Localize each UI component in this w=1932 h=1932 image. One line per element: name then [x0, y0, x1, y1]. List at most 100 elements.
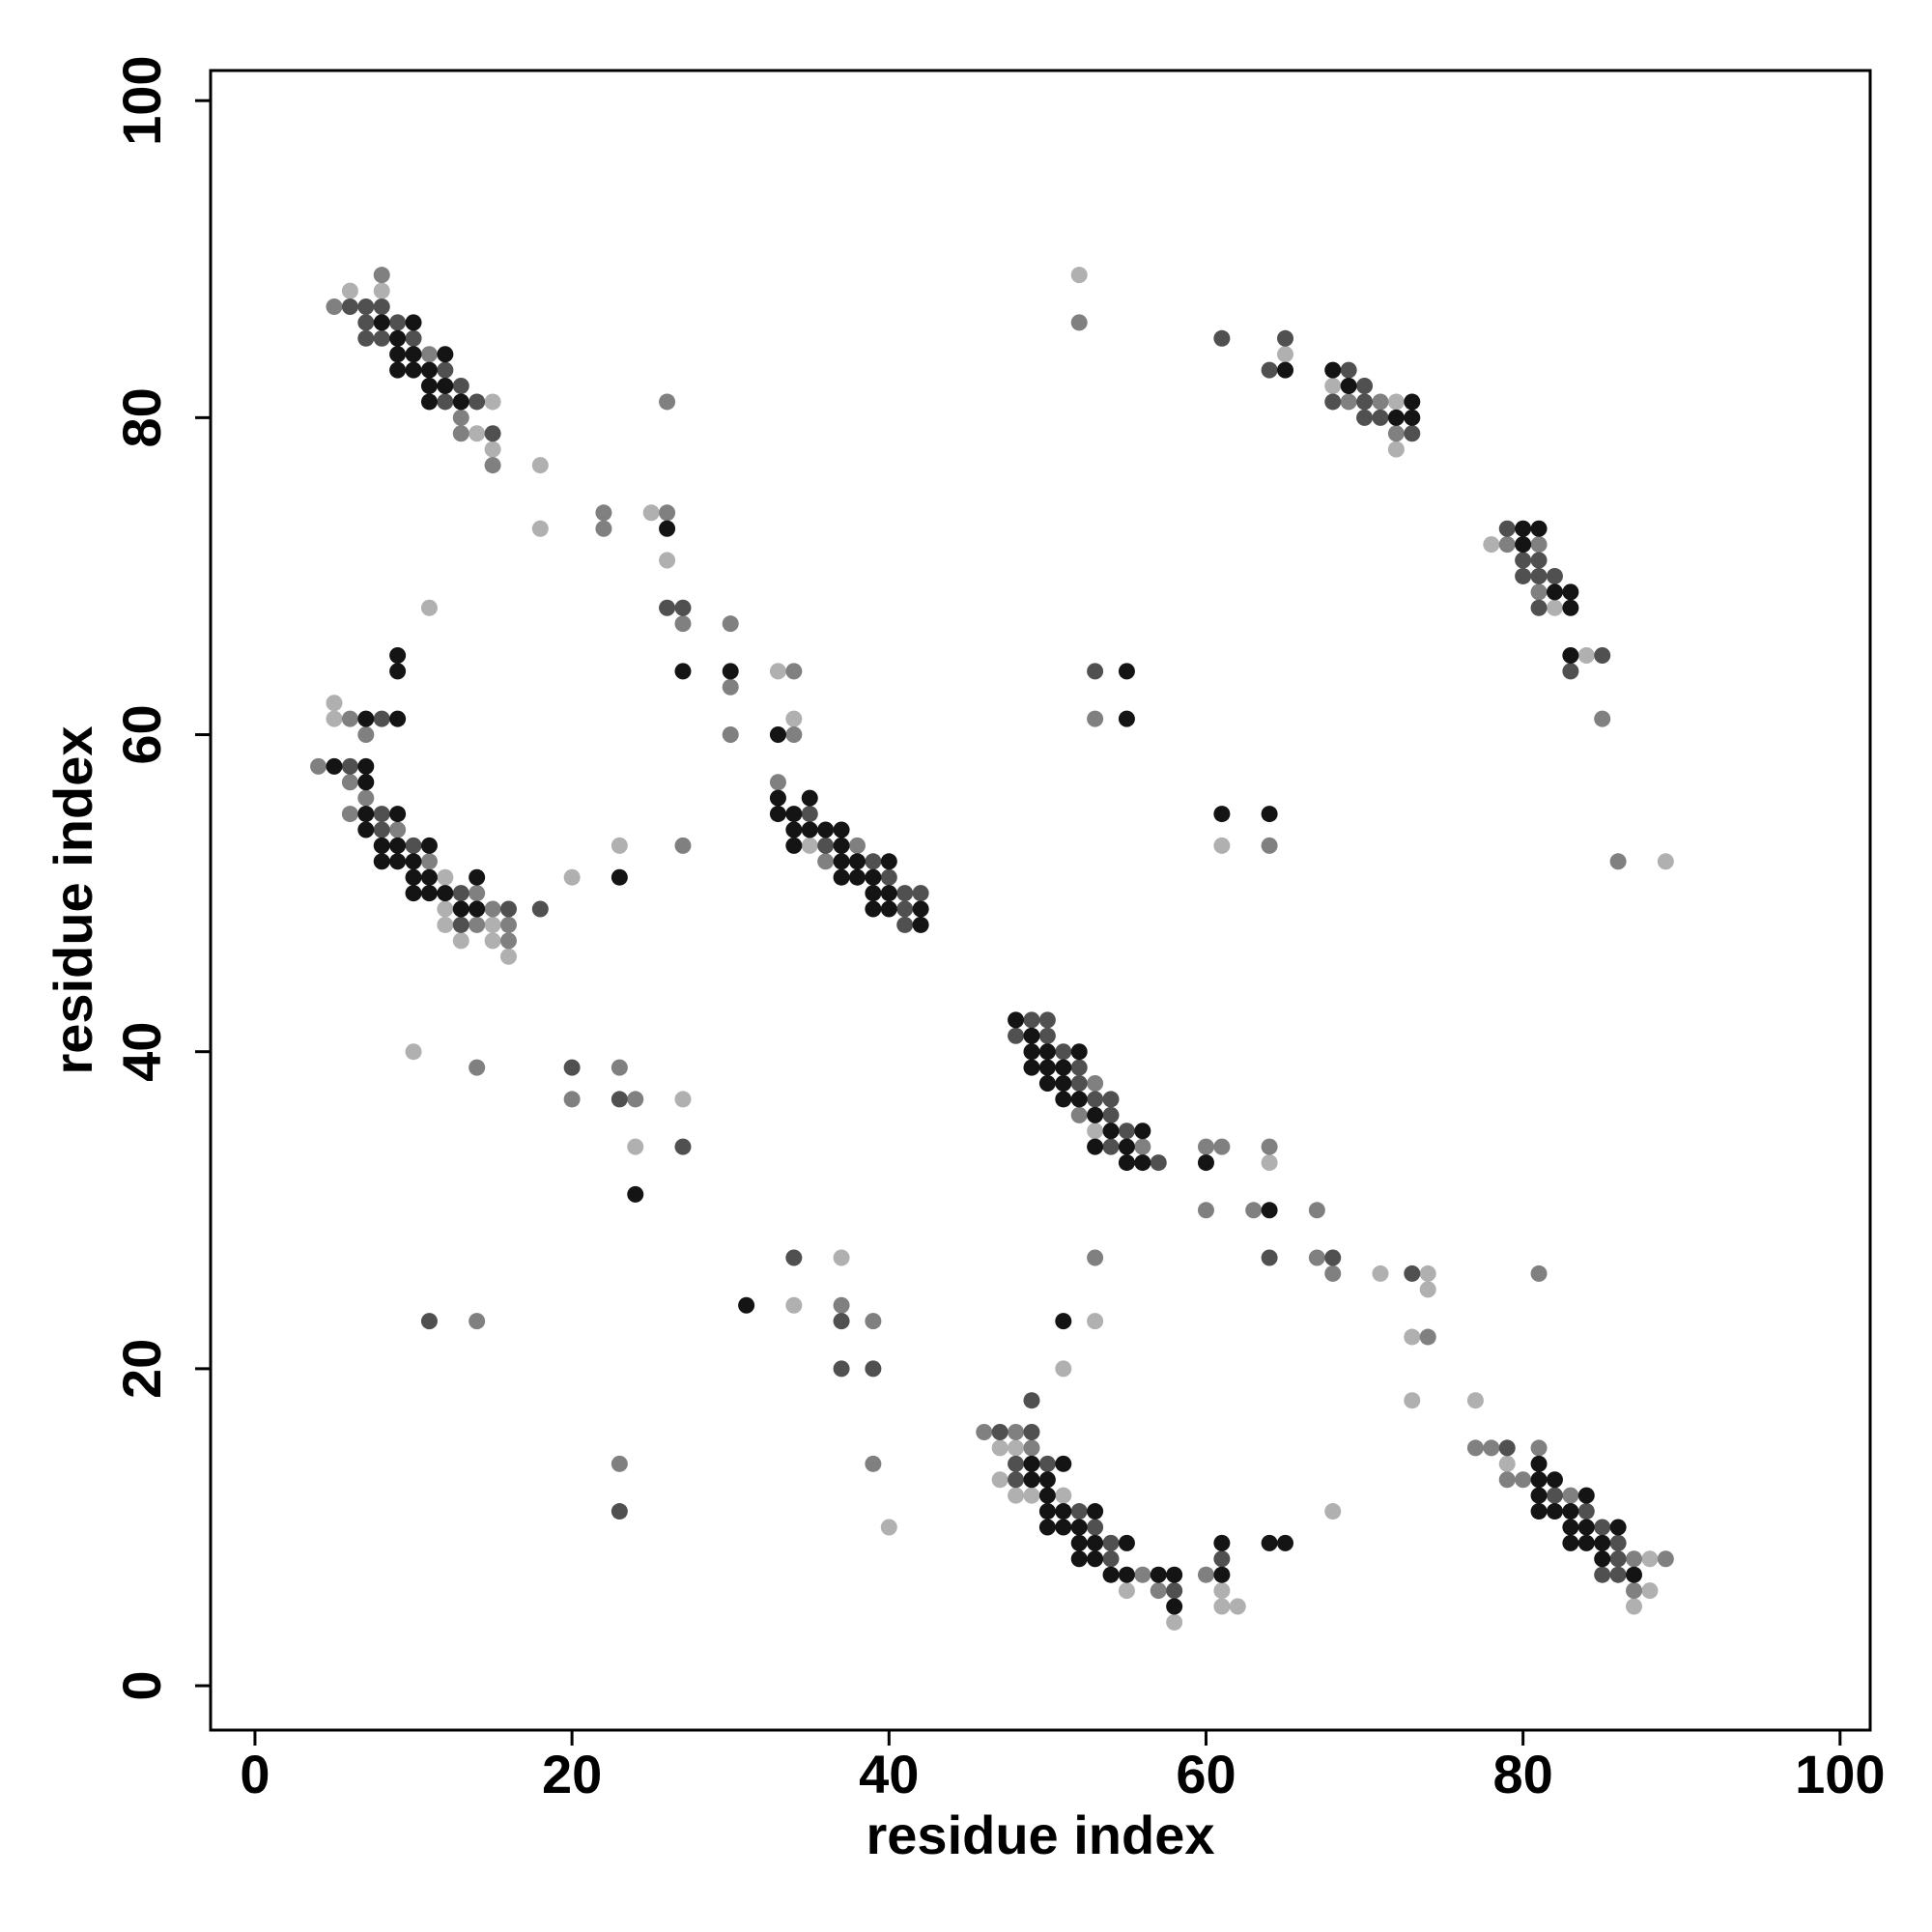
- contact-point: [357, 789, 375, 807]
- contact-point: [437, 900, 454, 918]
- contact-point: [389, 329, 407, 347]
- contact-point: [1577, 1487, 1595, 1504]
- contact-point: [1530, 1487, 1548, 1504]
- contact-point: [769, 789, 786, 807]
- contact-point: [1324, 1503, 1342, 1520]
- contact-point: [499, 916, 517, 933]
- contact-point: [1641, 1582, 1659, 1600]
- contact-point: [1023, 1424, 1040, 1441]
- contact-point: [389, 646, 407, 664]
- contact-point: [785, 837, 803, 854]
- contact-point: [326, 757, 343, 775]
- contact-point: [1277, 329, 1294, 347]
- contact-point: [437, 868, 454, 886]
- contact-point: [1515, 567, 1532, 584]
- contact-point: [1038, 1011, 1056, 1029]
- contact-point: [373, 314, 390, 331]
- contact-point: [469, 1059, 486, 1076]
- contact-point: [484, 393, 501, 411]
- contact-point: [611, 1091, 628, 1108]
- contact-point: [405, 1043, 422, 1061]
- contact-point: [1594, 710, 1611, 727]
- contact-point: [833, 1360, 850, 1378]
- contact-point: [469, 868, 486, 886]
- contact-point: [659, 504, 676, 522]
- contact-point: [452, 916, 469, 933]
- contact-point: [659, 393, 676, 411]
- contact-point: [1197, 1566, 1214, 1583]
- contact-point: [1055, 1075, 1072, 1093]
- contact-point: [1577, 1534, 1595, 1551]
- contact-point: [1609, 1519, 1627, 1536]
- contact-point: [1118, 710, 1135, 727]
- contact-point: [659, 520, 676, 537]
- contact-point: [1038, 1471, 1056, 1489]
- contact-point: [991, 1471, 1009, 1489]
- contact-point: [674, 837, 692, 854]
- contact-point: [1387, 393, 1405, 411]
- contact-point: [341, 282, 358, 299]
- contact-point: [420, 378, 438, 395]
- contact-point: [341, 757, 358, 775]
- contact-point: [1577, 646, 1595, 664]
- contact-point: [373, 267, 390, 284]
- contact-point: [1087, 1122, 1104, 1140]
- contact-point: [1657, 1550, 1674, 1568]
- contact-point: [1023, 1059, 1040, 1076]
- contact-point: [1150, 1566, 1167, 1583]
- contact-point: [1261, 837, 1278, 854]
- contact-point: [1102, 1550, 1120, 1568]
- contact-point: [1308, 1249, 1325, 1266]
- contact-point: [405, 885, 422, 902]
- contact-point: [1594, 646, 1611, 664]
- contact-point: [1483, 1439, 1500, 1457]
- contact-point: [1546, 1503, 1563, 1520]
- contact-point: [1419, 1264, 1436, 1282]
- contact-point: [722, 678, 739, 696]
- contact-point: [1008, 1439, 1025, 1457]
- contact-point: [389, 361, 407, 379]
- contact-point: [1055, 1455, 1072, 1472]
- contact-point: [420, 393, 438, 411]
- contact-point: [357, 774, 375, 791]
- contact-point: [357, 710, 375, 727]
- contact-point: [1213, 329, 1231, 347]
- contact-point: [405, 361, 422, 379]
- contact-point: [563, 1059, 581, 1076]
- contact-point: [1324, 1264, 1342, 1282]
- contact-point: [531, 520, 549, 537]
- contact-point: [1038, 1043, 1056, 1061]
- contact-point: [1008, 1424, 1025, 1441]
- contact-point: [1530, 567, 1548, 584]
- contact-point: [1562, 1503, 1579, 1520]
- contact-point: [1626, 1598, 1643, 1615]
- contact-point: [389, 663, 407, 680]
- contact-point: [531, 900, 549, 918]
- contact-point: [611, 837, 628, 854]
- contact-point: [801, 821, 818, 838]
- contact-point: [452, 425, 469, 442]
- contact-point: [1102, 1091, 1120, 1108]
- contact-point: [1324, 378, 1342, 395]
- contact-point: [1070, 1091, 1088, 1108]
- y-tick-label: 20: [111, 1339, 172, 1399]
- contact-point: [469, 1313, 486, 1330]
- contact-point: [1261, 1138, 1278, 1155]
- contact-point: [833, 868, 850, 886]
- contact-point: [1213, 1550, 1231, 1568]
- contact-point: [674, 663, 692, 680]
- contact-point: [405, 346, 422, 363]
- contact-point: [1087, 1075, 1104, 1093]
- contact-point: [1197, 1202, 1214, 1219]
- contact-point: [389, 837, 407, 854]
- contact-point: [1530, 1503, 1548, 1520]
- contact-point: [499, 900, 517, 918]
- contact-point: [1150, 1582, 1167, 1600]
- contact-point: [769, 726, 786, 744]
- contact-point: [1530, 1455, 1548, 1472]
- contact-point: [659, 599, 676, 616]
- contact-point: [1419, 1281, 1436, 1298]
- x-tick-label: 80: [1492, 1744, 1552, 1804]
- contact-point: [1609, 1534, 1627, 1551]
- contact-point: [848, 868, 866, 886]
